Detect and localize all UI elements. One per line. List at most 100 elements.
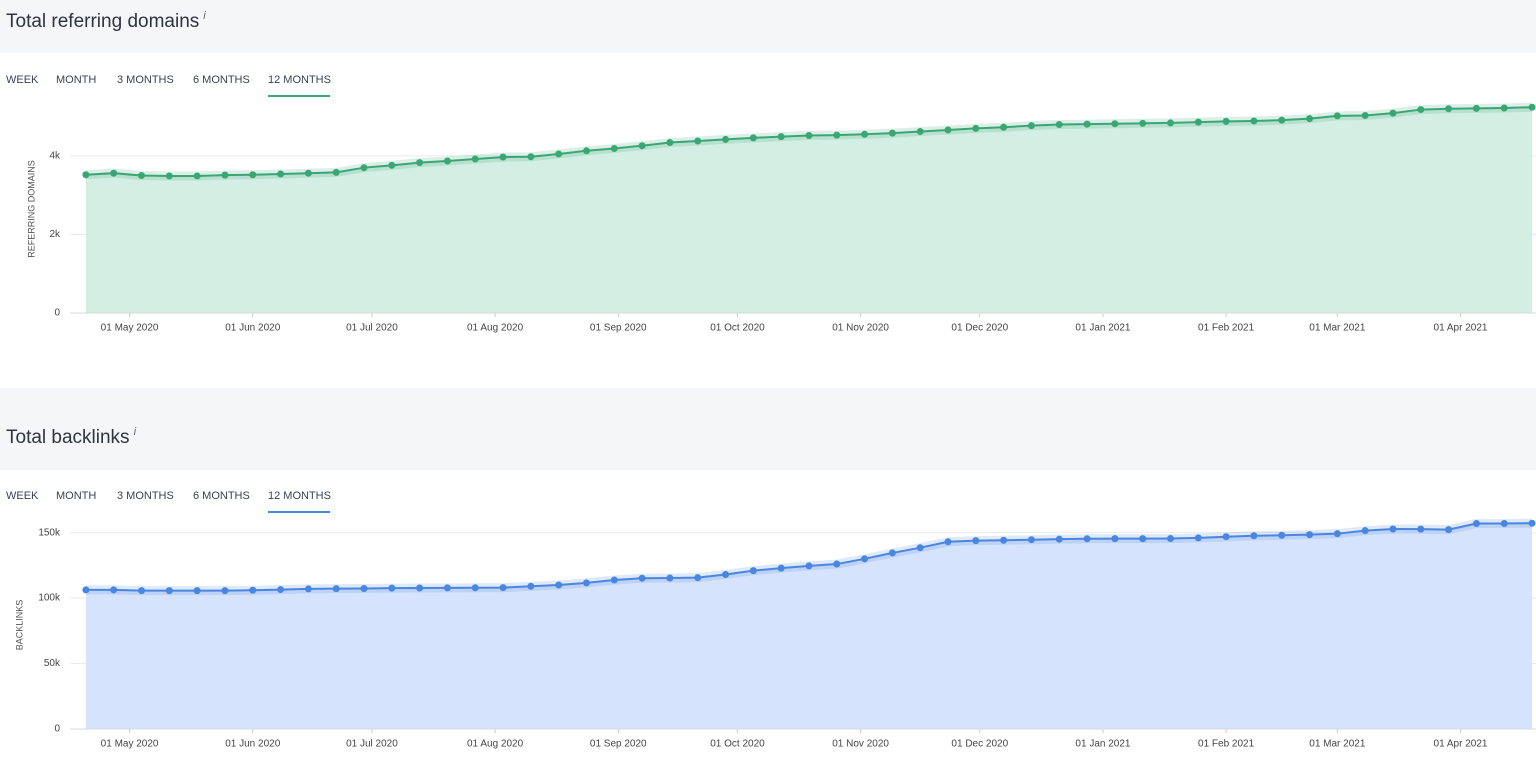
point — [1389, 109, 1397, 117]
point — [360, 164, 368, 172]
point — [1417, 106, 1425, 114]
point — [388, 584, 396, 592]
tab-underline — [268, 511, 330, 513]
point — [82, 586, 90, 594]
point — [1194, 534, 1202, 542]
point — [805, 562, 813, 570]
x-tick-label: 01 Feb 2021 — [1198, 323, 1255, 334]
x-tick-label: 01 Jul 2020 — [346, 323, 398, 334]
tab[interactable]: 6 MONTHS — [193, 490, 250, 502]
x-tick-label: 01 Dec 2020 — [951, 323, 1008, 334]
point — [1361, 527, 1369, 535]
point — [165, 172, 173, 180]
point — [722, 571, 730, 579]
point — [388, 161, 396, 169]
point — [666, 139, 674, 147]
x-tick-label: 01 Jun 2020 — [225, 739, 280, 750]
point — [193, 172, 201, 180]
point — [555, 581, 563, 589]
x-tick-label: 01 Aug 2020 — [467, 323, 524, 334]
point — [277, 586, 285, 594]
tab[interactable]: 12 MONTHS — [268, 74, 331, 86]
point — [916, 544, 924, 552]
point — [1250, 117, 1258, 125]
info-icon[interactable]: i — [134, 426, 137, 438]
x-tick-label: 01 Jan 2021 — [1075, 739, 1130, 750]
tab[interactable]: MONTH — [56, 490, 96, 502]
point — [1027, 122, 1035, 130]
point — [138, 172, 146, 180]
x-tick-label: 01 May 2020 — [101, 323, 159, 334]
point — [1528, 519, 1536, 527]
point — [1445, 526, 1453, 534]
tab[interactable]: 6 MONTHS — [193, 74, 250, 86]
point — [1055, 120, 1063, 128]
point — [694, 137, 702, 145]
x-tick-label: 01 Jun 2020 — [225, 323, 280, 334]
point — [304, 169, 312, 177]
x-tick-label: 01 Sep 2020 — [590, 739, 647, 750]
y-tick-label: 0 — [54, 724, 60, 735]
point — [888, 549, 896, 557]
point — [1111, 535, 1119, 543]
point — [249, 171, 257, 179]
point — [1055, 535, 1063, 543]
x-tick-label: 01 Nov 2020 — [832, 739, 889, 750]
tab[interactable]: 3 MONTHS — [117, 74, 174, 86]
point — [1027, 536, 1035, 544]
point — [972, 124, 980, 132]
point — [833, 560, 841, 568]
x-tick-label: 01 Aug 2020 — [467, 739, 524, 750]
x-tick-label: 01 Apr 2021 — [1434, 323, 1488, 334]
point — [1139, 535, 1147, 543]
x-tick-label: 01 Feb 2021 — [1198, 739, 1255, 750]
point — [1278, 116, 1286, 124]
point — [1528, 103, 1536, 111]
tab[interactable]: MONTH — [56, 74, 96, 86]
point — [1111, 120, 1119, 128]
info-icon[interactable]: i — [203, 10, 206, 22]
point — [1000, 536, 1008, 544]
tab[interactable]: 3 MONTHS — [117, 490, 174, 502]
point — [277, 170, 285, 178]
point — [471, 155, 479, 163]
point — [944, 126, 952, 134]
tab[interactable]: WEEK — [6, 74, 39, 86]
point — [555, 150, 563, 158]
point — [1389, 525, 1397, 533]
point — [1500, 104, 1508, 112]
point — [443, 157, 451, 165]
point — [610, 144, 618, 152]
y-axis-title: REFERRING DOMAINS — [26, 160, 36, 258]
point — [1222, 117, 1230, 125]
point — [1472, 104, 1480, 112]
point — [499, 153, 507, 161]
point — [416, 584, 424, 592]
point — [777, 133, 785, 141]
point — [193, 587, 201, 595]
point — [1333, 112, 1341, 120]
point — [610, 576, 618, 584]
point — [499, 584, 507, 592]
point — [666, 574, 674, 582]
point — [249, 586, 257, 594]
tab[interactable]: 12 MONTHS — [268, 490, 331, 502]
y-tick-label: 4k — [49, 151, 61, 162]
point — [861, 130, 869, 138]
point — [527, 153, 535, 161]
point — [471, 584, 479, 592]
point — [1361, 111, 1369, 119]
point — [304, 585, 312, 593]
point — [916, 128, 924, 136]
tab[interactable]: WEEK — [6, 490, 39, 502]
y-tick-label: 50k — [44, 658, 61, 669]
point — [638, 142, 646, 150]
point — [1250, 532, 1258, 540]
x-tick-label: 01 Mar 2021 — [1309, 739, 1366, 750]
point — [861, 555, 869, 563]
point — [582, 579, 590, 587]
x-tick-label: 01 Oct 2020 — [710, 739, 765, 750]
point — [1222, 533, 1230, 541]
tab-underline — [268, 95, 330, 97]
point — [1083, 535, 1091, 543]
